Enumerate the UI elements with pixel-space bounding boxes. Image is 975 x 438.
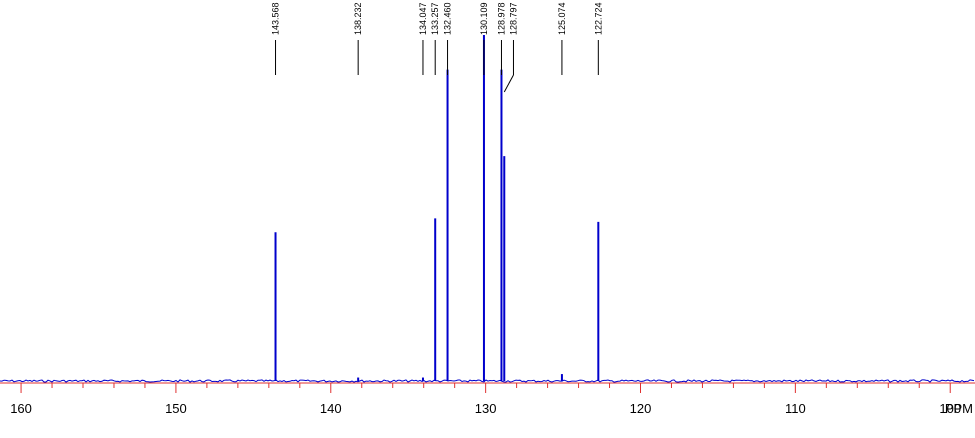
peak-label: 133.257 (430, 2, 440, 35)
peak-label: 132.460 (443, 2, 453, 35)
peak-connector (503, 74, 514, 93)
x-tick-label: 110 (785, 401, 806, 416)
peak-label: 138.232 (353, 2, 363, 35)
peak-label: 122.724 (593, 2, 603, 35)
peak-label: 128.978 (496, 2, 506, 35)
peak-label: 143.568 (271, 2, 281, 35)
x-axis-label: PPM (945, 401, 973, 416)
x-tick-label: 130 (475, 401, 497, 416)
peak-label: 134.047 (418, 2, 428, 35)
x-tick-label: 120 (630, 401, 652, 416)
peak-label: 130.109 (479, 2, 489, 35)
x-tick-label: 160 (10, 401, 32, 416)
x-tick-label: 100 (939, 401, 961, 416)
x-tick-label: 150 (165, 401, 187, 416)
x-tick-label: 140 (320, 401, 342, 416)
peak-label: 125.074 (557, 2, 567, 35)
baseline (0, 379, 975, 383)
peak-label: 128.797 (508, 2, 518, 35)
